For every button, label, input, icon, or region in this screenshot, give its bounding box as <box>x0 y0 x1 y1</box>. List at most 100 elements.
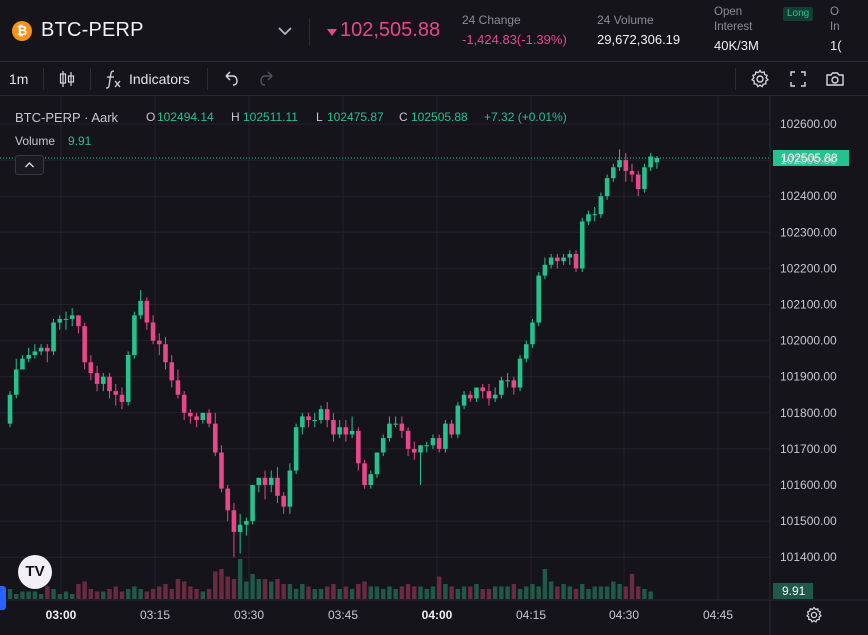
volume-bar <box>82 581 87 599</box>
price-chart[interactable]: 102505.88 9.91 101400.00 101500.00 101600.0… <box>0 96 868 635</box>
volume-bar <box>125 589 131 599</box>
candle-body <box>542 264 548 276</box>
volume-bar <box>368 586 373 599</box>
volume-bar <box>312 589 317 599</box>
candle-body <box>548 257 554 265</box>
candle-body <box>536 275 541 323</box>
fullscreen-icon[interactable] <box>787 68 809 90</box>
candle-body <box>654 157 660 163</box>
candle-body <box>374 452 380 475</box>
volume-bar <box>611 581 616 599</box>
legend-open-key: O <box>146 110 156 124</box>
settings-gear-icon[interactable] <box>749 68 771 90</box>
candle-body <box>306 416 311 421</box>
candle-body <box>63 318 69 320</box>
function-icon[interactable] <box>102 68 124 90</box>
candle-body <box>300 416 305 428</box>
candle-body <box>132 315 137 356</box>
cut-label-2: In <box>830 21 840 33</box>
price-tick-label: 102200.00 <box>780 261 837 275</box>
candle-body <box>45 347 50 352</box>
header-divider <box>309 18 310 46</box>
price-axis: 101400.00 101500.00 101600.00 101700.00 1018… <box>769 96 837 635</box>
candle-body <box>38 347 44 352</box>
axis-settings-icon[interactable] <box>804 605 824 625</box>
volume-bar <box>430 586 436 599</box>
volume-bar <box>492 586 498 599</box>
candle-body <box>57 318 63 323</box>
indicators-button[interactable]: Indicators <box>129 71 190 87</box>
legend-open: 102494.14 <box>157 110 214 124</box>
volume-tag <box>773 583 813 599</box>
volume-bar <box>38 594 44 599</box>
candle-body <box>362 463 367 485</box>
volume-bar <box>567 586 572 599</box>
volume-bar <box>604 586 610 599</box>
volume-bar <box>88 589 94 599</box>
volume-bar <box>455 589 461 599</box>
volume-bar <box>269 581 274 599</box>
legend-volume-label: Volume <box>15 134 56 148</box>
candle-body <box>82 326 87 363</box>
volume-bar <box>548 581 554 599</box>
volume-bar <box>474 584 479 599</box>
candle-body <box>505 380 510 382</box>
price-tick-label: 101400.00 <box>780 550 837 564</box>
camera-icon[interactable] <box>824 68 846 90</box>
open-interest-label-2: Interest <box>714 21 753 33</box>
price-tick-label: 101800.00 <box>780 406 837 420</box>
volume-bar <box>306 586 311 599</box>
candle-body <box>648 156 653 168</box>
candle-body <box>119 394 125 402</box>
volume-24-label: 24 Volume <box>597 13 654 27</box>
candle-body <box>455 405 461 435</box>
candle-body <box>461 394 467 406</box>
candles-icon[interactable] <box>56 68 78 90</box>
candle-body <box>393 423 398 425</box>
candle-body <box>281 495 286 507</box>
volume-bar <box>436 576 442 599</box>
time-axis: 03:00 03:15 03:30 03:45 04:00 04:15 04:30 04:45 <box>0 599 868 622</box>
volume-bar <box>362 581 367 599</box>
volume-bar <box>225 576 230 599</box>
candle-body <box>586 214 591 222</box>
candle-body <box>424 445 430 447</box>
price-tick-label: 102100.00 <box>780 298 837 312</box>
volume-bar <box>256 579 261 599</box>
price-tick-label: 102600.00 <box>780 117 837 131</box>
toolbar-divider <box>43 68 44 90</box>
candle-body <box>555 257 560 262</box>
tradingview-logo[interactable]: TV <box>18 555 52 589</box>
candle-body <box>13 369 19 395</box>
interval-button[interactable]: 1m <box>9 71 29 87</box>
volume-bar <box>219 569 224 599</box>
volume-bar <box>281 584 286 599</box>
candle-body <box>412 448 417 453</box>
market-symbol[interactable]: BTC-PERP <box>41 19 144 41</box>
candle-body <box>579 221 585 269</box>
candle-body <box>69 315 75 319</box>
chevron-down-icon[interactable] <box>276 22 294 40</box>
candle-body <box>480 387 486 392</box>
time-tick-label: 03:15 <box>140 608 170 622</box>
candle-body <box>474 387 479 399</box>
volume-bar <box>617 584 622 599</box>
legend-close: 102505.88 <box>411 110 468 124</box>
redo-icon[interactable] <box>256 68 278 90</box>
candle-body <box>194 416 199 421</box>
candle-body <box>642 167 647 189</box>
volume-bar <box>138 589 143 599</box>
side-panel-handle[interactable] <box>0 586 6 610</box>
volume-bar <box>325 586 330 599</box>
volume-bar <box>443 584 448 599</box>
volume-bar <box>461 586 467 599</box>
candle-body <box>125 355 131 402</box>
volume-bar <box>144 591 150 599</box>
candle-body <box>629 170 635 175</box>
change-value: -1,424.83(-1.39%) <box>462 32 567 47</box>
collapse-legend-button[interactable] <box>15 155 44 175</box>
candle-body <box>163 344 168 363</box>
undo-icon[interactable] <box>220 68 242 90</box>
volume-bar <box>598 586 604 599</box>
volume-bar <box>331 584 336 599</box>
